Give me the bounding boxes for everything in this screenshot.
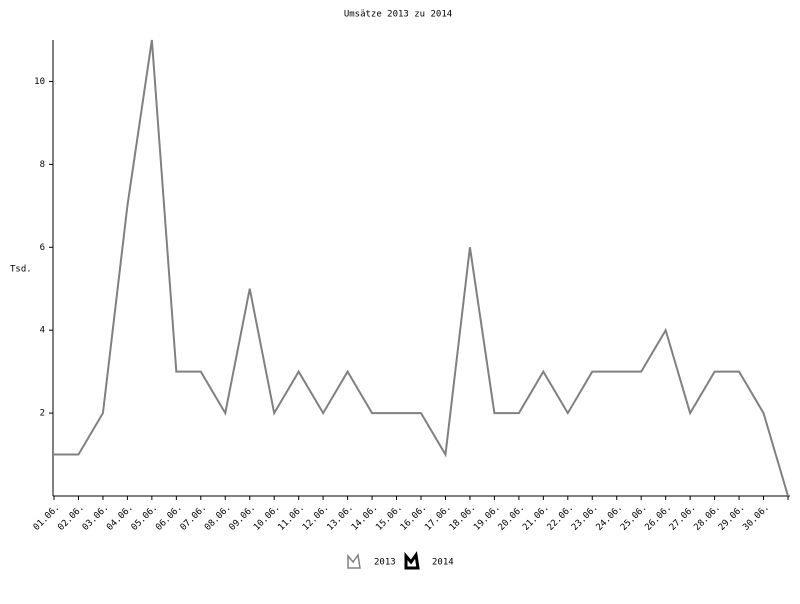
x-tick-label: 27.06. — [668, 503, 698, 533]
y-tick-label: 6 — [40, 243, 45, 253]
legend-label: 2014 — [432, 558, 454, 568]
x-tick-label: 02.06. — [56, 503, 86, 533]
y-axis-label: Tsd. — [10, 265, 32, 275]
x-tick-label: 20.06. — [497, 503, 527, 533]
x-tick-label: 23.06. — [570, 503, 600, 533]
legend-icon — [347, 553, 361, 569]
y-tick-label: 10 — [34, 77, 45, 87]
x-tick-label: 01.06. — [32, 503, 62, 533]
legend-label: 2013 — [374, 558, 396, 568]
x-tick-label: 18.06. — [448, 503, 478, 533]
x-tick-label: 07.06. — [179, 503, 209, 533]
x-tick-label: 04.06. — [105, 503, 135, 533]
x-tick-label: 08.06. — [203, 503, 233, 533]
x-tick-label: 17.06. — [423, 503, 453, 533]
series-line — [54, 39, 789, 497]
y-tick-label: 8 — [40, 160, 45, 170]
x-tick-label: 03.06. — [81, 503, 111, 533]
x-tick-label: 13.06. — [325, 503, 355, 533]
x-tick-label: 19.06. — [472, 503, 502, 533]
x-tick-label: 25.06. — [619, 503, 649, 533]
x-tick-label: 29.06. — [717, 503, 747, 533]
legend-icon — [404, 551, 420, 570]
x-tick-label: 05.06. — [130, 503, 160, 533]
x-tick-label: 30.06. — [741, 503, 771, 533]
x-tick-label: 16.06. — [399, 503, 429, 533]
x-tick-label: 06.06. — [154, 503, 184, 533]
y-tick-label: 4 — [40, 326, 45, 336]
x-tick-label: 09.06. — [228, 503, 258, 533]
x-tick-label: 21.06. — [521, 503, 551, 533]
x-tick-label: 15.06. — [374, 503, 404, 533]
y-tick-label: 2 — [40, 409, 45, 419]
x-tick-label: 10.06. — [252, 503, 282, 533]
chart-title: Umsätze 2013 zu 2014 — [344, 10, 452, 20]
x-tick-label: 24.06. — [595, 503, 625, 533]
x-tick-label: 12.06. — [301, 503, 331, 533]
x-tick-label: 28.06. — [692, 503, 722, 533]
x-tick-label: 14.06. — [350, 503, 380, 533]
x-tick-label: 22.06. — [546, 503, 576, 533]
x-tick-label: 26.06. — [643, 503, 673, 533]
x-tick-label: 11.06. — [276, 503, 306, 533]
